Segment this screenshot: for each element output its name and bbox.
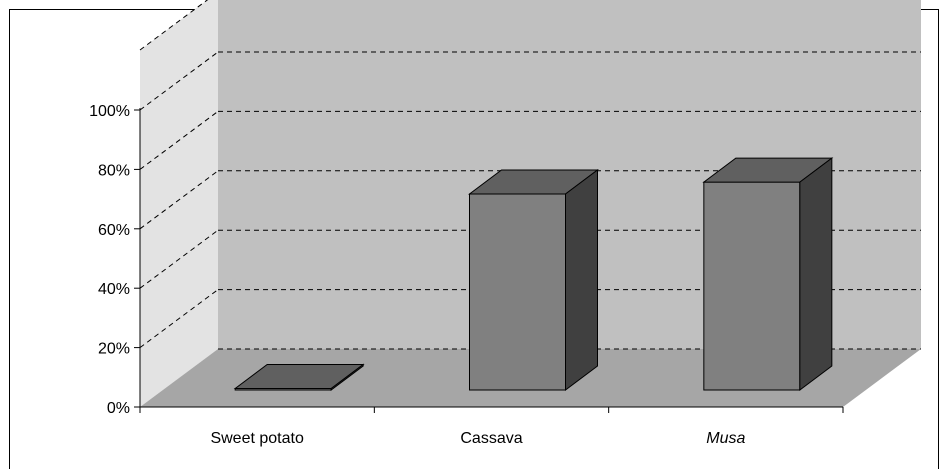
x-tick-label: Sweet potato (210, 430, 304, 447)
y-tick-label: 20% (98, 341, 130, 358)
gridline-side (139, 289, 219, 349)
bar-front-cassava (469, 193, 566, 391)
y-tick-label: 100% (89, 103, 130, 120)
y-tick-label: 0% (107, 400, 130, 417)
gridline-side (139, 229, 219, 289)
gridline-side (139, 0, 209, 51)
gridline-side (139, 110, 219, 170)
bar-side-musa (799, 157, 833, 391)
bar-side-cassava (565, 168, 598, 391)
y-tick-label: 40% (98, 281, 130, 298)
y-tick-label: 60% (98, 222, 130, 239)
bar-side-sweet-potato (330, 363, 364, 391)
x-tick-label: Cassava (460, 430, 522, 447)
bar-front-musa (703, 181, 801, 391)
gridline-side (139, 51, 219, 111)
gridline-side (139, 170, 219, 230)
x-tick-label: Musa (706, 430, 745, 447)
side-wall (140, 0, 218, 407)
y-tick-label: 80% (98, 162, 130, 179)
